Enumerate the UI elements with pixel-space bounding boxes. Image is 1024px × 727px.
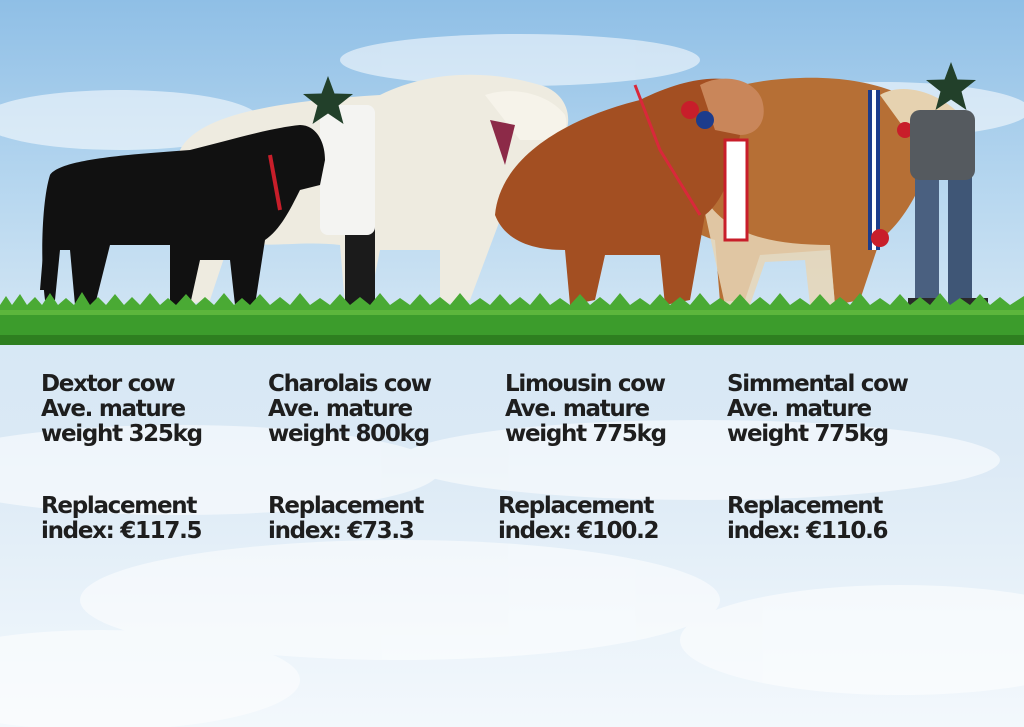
dexter-breed-info: Dextor cow Ave. mature weight 325kg — [41, 371, 203, 447]
limousin-breed-info: Limousin cow Ave. mature weight 775kg — [505, 371, 667, 447]
replacement-label: Replacement — [268, 493, 424, 519]
weight-label: Ave. mature — [727, 396, 872, 422]
replacement-label: Replacement — [498, 493, 654, 519]
weight-label: Ave. mature — [268, 396, 413, 422]
limousin-bull — [495, 78, 764, 306]
weight-label: Ave. mature — [41, 396, 186, 422]
replacement-value: index: €73.3 — [268, 518, 415, 544]
weight-label: Ave. mature — [505, 396, 650, 422]
grass-strip — [0, 292, 1024, 345]
weight-value: weight 800kg — [268, 421, 430, 447]
breed-name: Simmental cow — [727, 371, 909, 397]
replacement-label: Replacement — [41, 493, 197, 519]
cattle-scene — [0, 74, 1024, 345]
replacement-value: index: €110.6 — [727, 518, 889, 544]
dexter-replacement-index: Replacement index: €117.5 — [41, 493, 203, 544]
weight-value: weight 325kg — [41, 421, 203, 447]
charolais-breed-info: Charolais cow Ave. mature weight 800kg — [268, 371, 432, 447]
simmental-breed-info: Simmental cow Ave. mature weight 775kg — [727, 371, 909, 447]
replacement-label: Replacement — [727, 493, 883, 519]
simmental-replacement-index: Replacement index: €110.6 — [727, 493, 889, 544]
weight-value: weight 775kg — [505, 421, 667, 447]
breed-name: Limousin cow — [505, 371, 666, 397]
dexter-cow — [40, 125, 325, 305]
handler-middle — [320, 105, 375, 305]
limousin-replacement-index: Replacement index: €100.2 — [498, 493, 660, 544]
charolais-replacement-index: Replacement index: €73.3 — [268, 493, 424, 544]
star-icon — [303, 76, 353, 124]
star-icon — [926, 62, 976, 110]
breed-name: Dextor cow — [41, 371, 176, 397]
replacement-value: index: €100.2 — [498, 518, 660, 544]
breed-name: Charolais cow — [268, 371, 432, 397]
replacement-value: index: €117.5 — [41, 518, 203, 544]
weight-value: weight 775kg — [727, 421, 889, 447]
